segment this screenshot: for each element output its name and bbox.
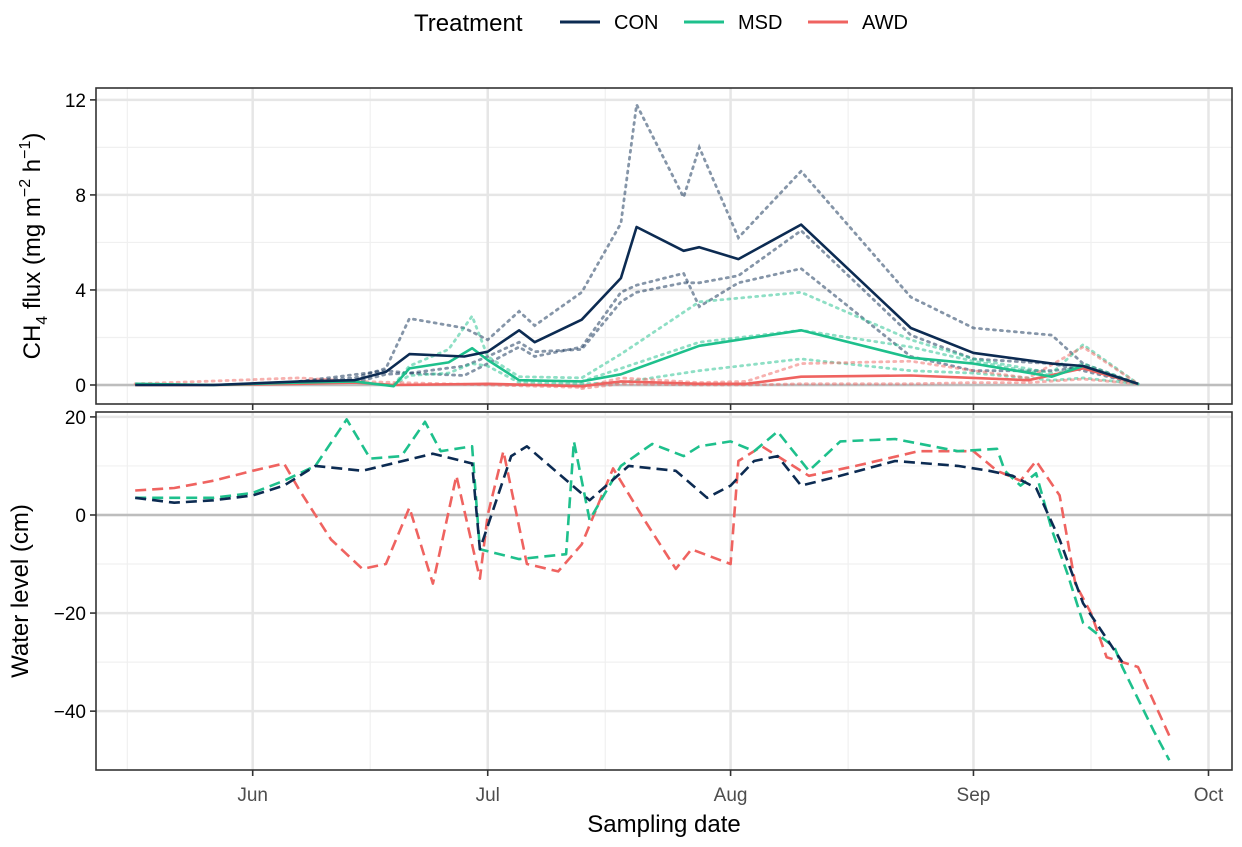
- flux-y-title-ch: CH: [19, 325, 46, 360]
- flux-y-title-sup2: −1: [17, 141, 34, 159]
- water-y-ticks: 20 0 −20 −40: [54, 408, 96, 723]
- water-line-awd: [135, 445, 1171, 737]
- flux-mean-con: [135, 223, 1139, 387]
- flux-replicate-con: [298, 99, 1140, 386]
- flux-y-title-sub: 4: [34, 316, 51, 325]
- legend-label-msd: MSD: [738, 12, 782, 34]
- flux-replicate-msd: [580, 328, 1140, 386]
- flux-mean-lines: [135, 223, 1139, 388]
- flux-y-ticks: 0 4 8 12: [65, 91, 96, 397]
- flux-y-title-mid: flux (mg m: [19, 197, 46, 316]
- x-tick-label: Sep: [957, 785, 991, 806]
- x-tick-label: Aug: [714, 785, 748, 806]
- water-y-tick-label: −40: [54, 702, 86, 723]
- x-tick-label: Oct: [1194, 785, 1224, 806]
- legend-label-awd: AWD: [862, 12, 908, 34]
- flux-replicate-msd: [392, 290, 1140, 387]
- water-line-msd: [135, 418, 1171, 761]
- flux-y-tick-label: 0: [75, 376, 86, 397]
- x-axis-title: Sampling date: [587, 811, 740, 838]
- flux-y-tick-label: 4: [75, 281, 86, 302]
- flux-replicate-con: [298, 267, 1140, 386]
- flux-panel-background: [96, 88, 1232, 404]
- water-y-axis-title: Water level (cm): [7, 504, 34, 678]
- water-y-tick-label: 20: [65, 408, 86, 429]
- flux-y-title-mid2: h: [19, 159, 46, 179]
- water-y-tick-label: −20: [54, 604, 86, 625]
- flux-panel-border: [95, 87, 1233, 405]
- water-panel: 20 0 −20 −40 Jun Jul Aug Sep Oct Water level (c…: [7, 408, 1233, 838]
- flux-y-tick-label: 8: [75, 186, 86, 207]
- x-tick-label: Jun: [237, 785, 268, 806]
- flux-x-ticks: [251, 404, 1210, 410]
- legend: Treatment CON MSD AWD: [414, 10, 908, 37]
- water-y-tick-label: 0: [75, 506, 86, 527]
- water-level-lines: [135, 418, 1171, 761]
- water-x-ticks: Jun Jul Aug Sep Oct: [237, 770, 1224, 806]
- flux-y-tick-label: 12: [65, 91, 86, 112]
- x-tick-label: Jul: [476, 785, 500, 806]
- flux-y-axis-title: CH4 flux (mg m−2 h−1): [17, 133, 51, 360]
- legend-title: Treatment: [414, 10, 523, 37]
- flux-y-title-sup1: −2: [17, 179, 34, 197]
- flux-replicate-awd: [580, 377, 1140, 390]
- water-line-con: [135, 445, 1124, 663]
- flux-y-title-end: ): [19, 133, 46, 141]
- legend-label-con: CON: [614, 12, 658, 34]
- water-panel-border: [95, 411, 1233, 771]
